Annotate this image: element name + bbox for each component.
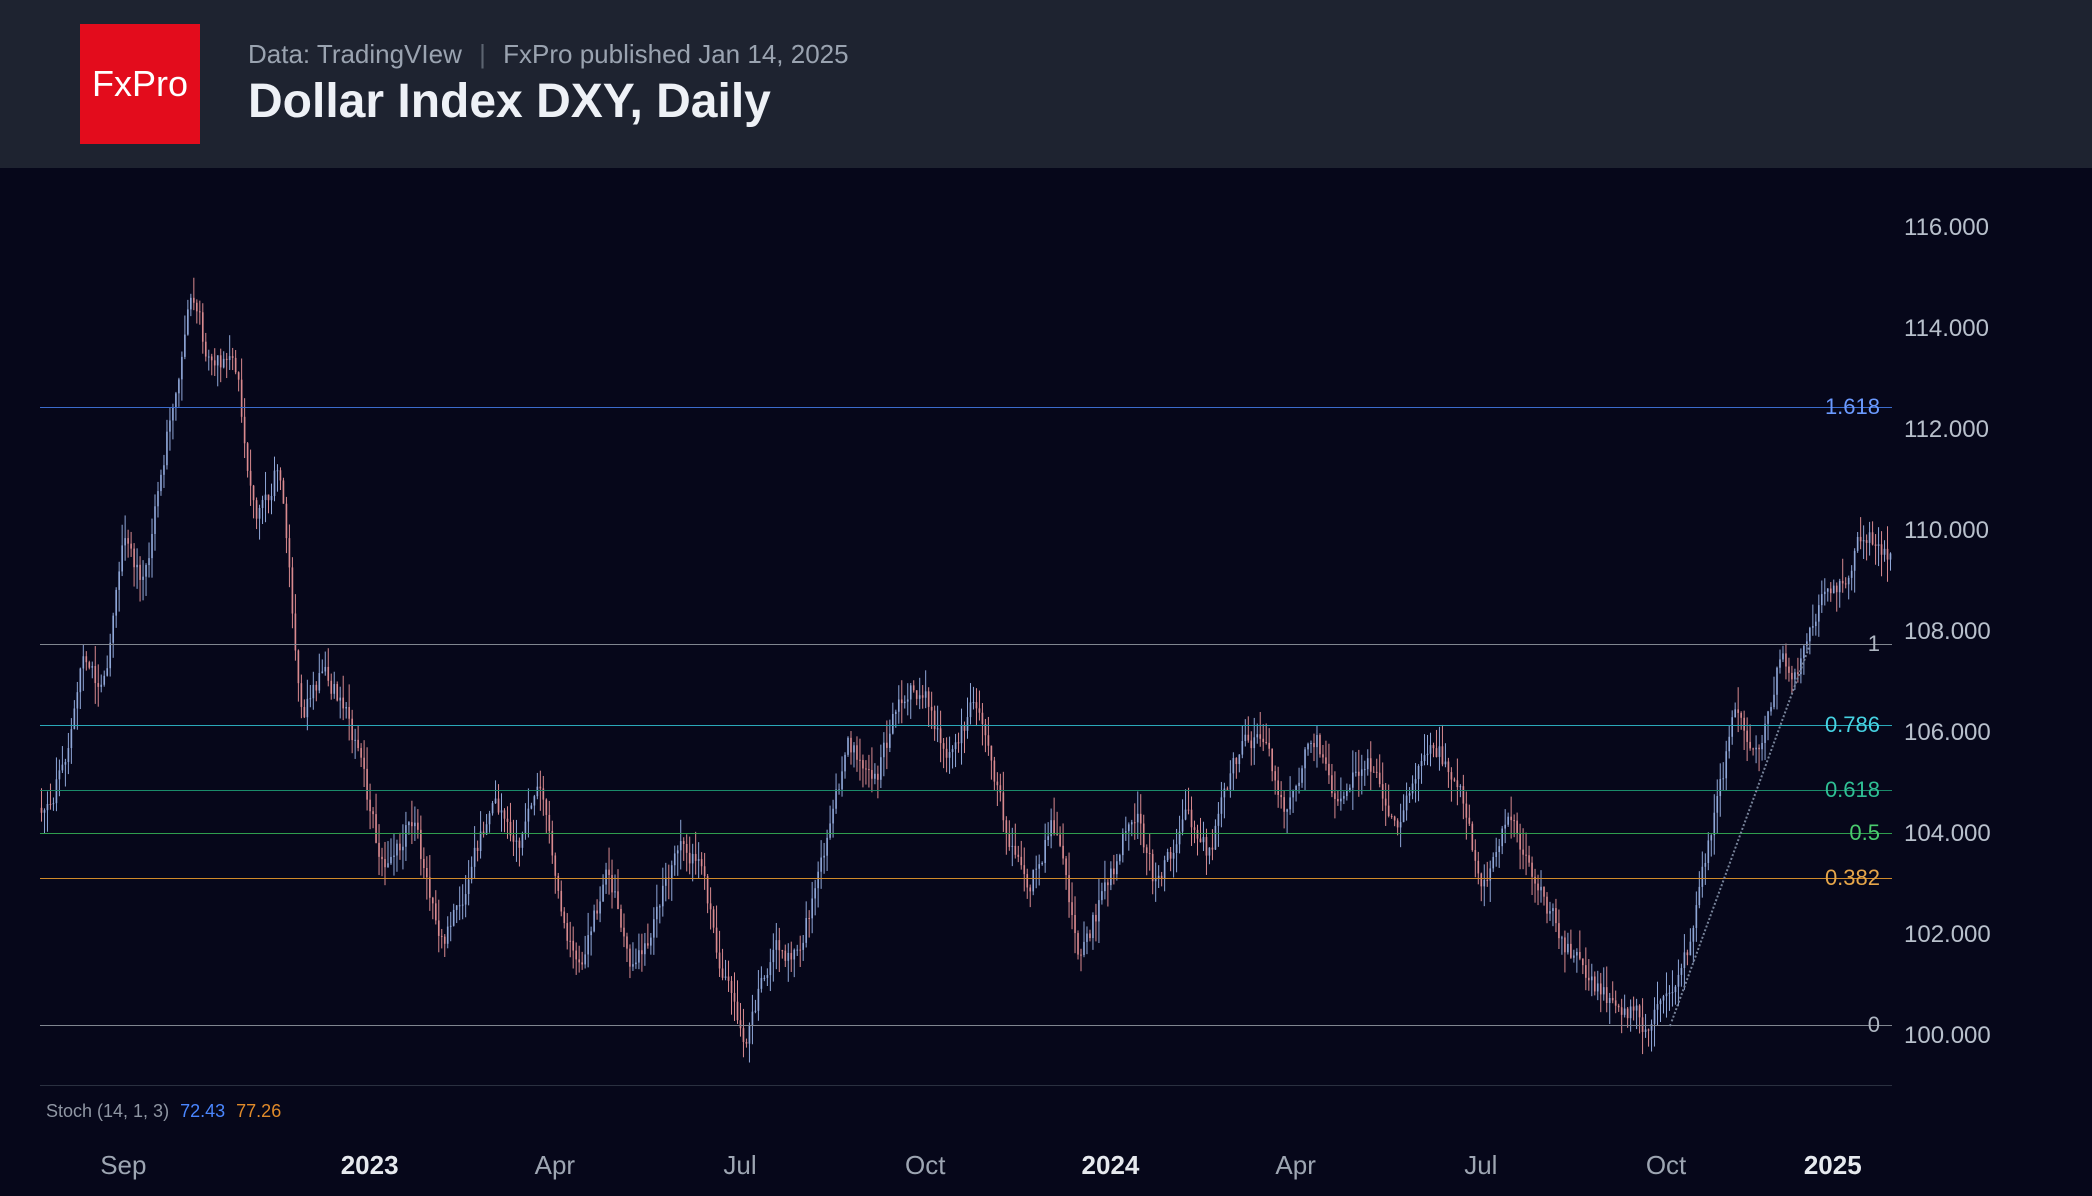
x-axis-label: Sep: [100, 1150, 146, 1181]
chart-title: Dollar Index DXY, Daily: [248, 74, 849, 129]
fib-line: [40, 790, 1892, 791]
x-axis-label: 2023: [341, 1150, 399, 1181]
fib-label: 0.786: [1825, 712, 1880, 738]
fib-label: 0.618: [1825, 777, 1880, 803]
fib-line: [40, 644, 1892, 645]
title-block: Data: TradingVIew | FxPro published Jan …: [248, 39, 849, 129]
fib-line: [40, 407, 1892, 408]
fib-label: 0.382: [1825, 865, 1880, 891]
fib-label: 0: [1868, 1012, 1880, 1038]
chart-area[interactable]: 1.618 1 0.786 0.618 0.5 0.382 0 100.000 102.000…: [0, 168, 2092, 1196]
chart-meta: Data: TradingVIew | FxPro published Jan …: [248, 39, 849, 70]
y-axis: 100.000 102.000 104.000 106.000 108.000 110.0…: [1892, 198, 2092, 1086]
x-axis-label: Oct: [1646, 1150, 1686, 1181]
fib-label: 0.5: [1849, 820, 1880, 846]
y-axis-label: 110.000: [1904, 517, 1989, 545]
fib-line: [40, 833, 1892, 834]
stoch-value-2: 77.26: [236, 1101, 281, 1121]
x-axis-label: Apr: [1275, 1150, 1315, 1181]
fib-line: [40, 725, 1892, 726]
y-axis-label: 108.000: [1904, 618, 1991, 646]
x-axis: Sep 2023 Apr Jul Oct 2024 Apr Jul Oct 2025: [40, 1136, 1892, 1196]
y-axis-label: 102.000: [1904, 921, 1991, 949]
x-axis-label: Jul: [1464, 1150, 1497, 1181]
fib-label: 1: [1868, 631, 1880, 657]
logo: FxPro: [80, 24, 200, 144]
meta-separator: |: [479, 39, 486, 69]
x-axis-label: 2025: [1804, 1150, 1862, 1181]
fib-line: [40, 1025, 1892, 1026]
fib-line: [40, 878, 1892, 879]
plot-region[interactable]: 1.618 1 0.786 0.618 0.5 0.382 0: [40, 198, 1892, 1086]
x-axis-label: Oct: [905, 1150, 945, 1181]
meta-publisher: FxPro published Jan 14, 2025: [503, 39, 848, 69]
y-axis-label: 114.000: [1904, 315, 1989, 343]
stoch-indicator-row: Stoch (14, 1, 3) 72.43 77.26: [46, 1101, 281, 1122]
candlestick-svg: [40, 198, 1892, 1085]
header: FxPro Data: TradingVIew | FxPro publishe…: [0, 0, 2092, 168]
stoch-label: Stoch (14, 1, 3): [46, 1101, 169, 1121]
meta-source: Data: TradingVIew: [248, 39, 462, 69]
y-axis-label: 106.000: [1904, 719, 1991, 747]
y-axis-label: 104.000: [1904, 820, 1991, 848]
x-axis-label: 2024: [1082, 1150, 1140, 1181]
x-axis-label: Apr: [535, 1150, 575, 1181]
logo-text: FxPro: [92, 63, 188, 105]
x-axis-label: Jul: [723, 1150, 756, 1181]
y-axis-label: 112.000: [1904, 416, 1989, 444]
fib-label: 1.618: [1825, 394, 1880, 420]
stoch-value-1: 72.43: [180, 1101, 225, 1121]
y-axis-label: 100.000: [1904, 1022, 1991, 1050]
y-axis-label: 116.000: [1904, 214, 1989, 242]
